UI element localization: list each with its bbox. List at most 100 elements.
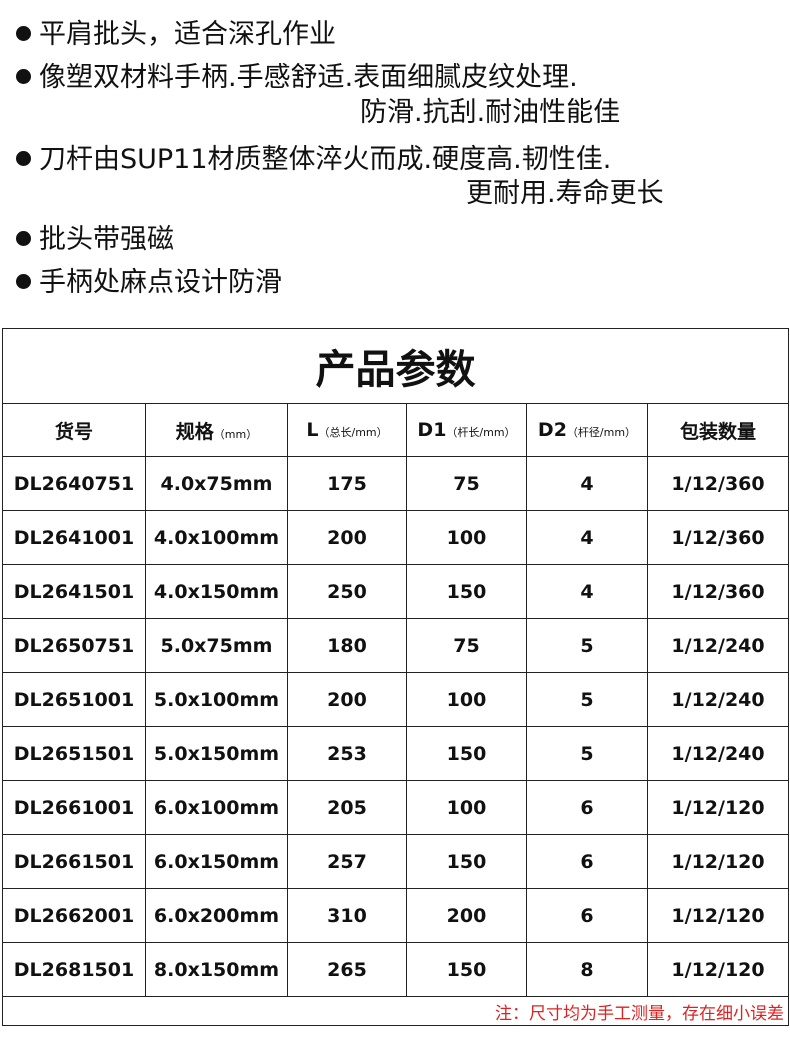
table-cell: 1/12/240 — [646, 618, 790, 673]
column-header: L（总长/mm） — [287, 403, 407, 457]
table-row: DL2661501 6.0x150mm 257 150 6 1/12/120 — [2, 834, 790, 889]
bullet-icon — [16, 69, 31, 84]
feature-text: 平肩批头，适合深孔作业 — [39, 19, 336, 50]
table-cell: 5 — [526, 618, 648, 673]
header-label: 货号 — [54, 420, 93, 443]
table-cell: 4 — [526, 456, 648, 511]
table-cell: 150 — [406, 942, 527, 997]
table-cell: 200 — [287, 510, 407, 565]
table-cell: 4.0x150mm — [145, 564, 288, 619]
table-header-row: 货号 规格（mm） L（总长/mm） D1（杆长/mm） D2（杆径/mm） 包装数量 — [2, 403, 790, 457]
table-cell: 1/12/120 — [646, 834, 790, 889]
table-cell: 150 — [406, 834, 527, 889]
table-cell: DL2640751 — [2, 456, 146, 511]
table-cell: 6 — [526, 888, 648, 943]
table-cell: 8.0x150mm — [145, 942, 288, 997]
table-cell: 1/12/360 — [646, 456, 790, 511]
table-cell: 1/12/120 — [646, 888, 790, 943]
table-cell: 200 — [287, 672, 407, 727]
table-cell: DL2661001 — [2, 780, 146, 835]
table-cell: 265 — [287, 942, 407, 997]
table-cell: 1/12/360 — [646, 564, 790, 619]
table-cell: 253 — [287, 726, 407, 781]
bullet-icon — [16, 274, 31, 289]
table-row: DL2651001 5.0x100mm 200 100 5 1/12/240 — [2, 672, 790, 727]
feature-text: 像塑双材料手柄.手感舒适.表面细腻皮纹处理. — [39, 62, 578, 93]
bullet-icon — [16, 151, 31, 166]
column-header: D2（杆径/mm） — [526, 403, 648, 457]
table-cell: DL2641501 — [2, 564, 146, 619]
bullet-icon — [16, 231, 31, 246]
table-cell: 5 — [526, 726, 648, 781]
column-header: D1（杆长/mm） — [406, 403, 527, 457]
feature-item: 批头带强磁 — [16, 223, 174, 257]
table-row: DL2651501 5.0x150mm 253 150 5 1/12/240 — [2, 726, 790, 781]
spec-table: 产品参数 货号 规格（mm） L（总长/mm） D1（杆长/mm） D2（杆径/mm）包… — [1, 328, 790, 1026]
table-cell: DL2651501 — [2, 726, 146, 781]
table-cell: DL2650751 — [2, 618, 146, 673]
bullet-icon — [16, 26, 31, 41]
feature-continuation: 防滑.抗刮.耐油性能佳 — [360, 97, 621, 128]
table-cell: 175 — [287, 456, 407, 511]
table-cell: 75 — [406, 618, 527, 673]
table-cell: 1/12/120 — [646, 780, 790, 835]
column-header: 包装数量 — [646, 403, 790, 457]
table-cell: 6.0x150mm — [145, 834, 288, 889]
table-cell: 1/12/240 — [646, 672, 790, 727]
column-header: 货号 — [2, 403, 146, 457]
table-cell: 180 — [287, 618, 407, 673]
table-cell: 1/12/360 — [646, 510, 790, 565]
table-row: DL2640751 4.0x75mm 175 75 4 1/12/360 — [2, 456, 790, 511]
table-title: 产品参数 — [1, 328, 790, 404]
feature-item: 刀杆由SUP11材质整体淬火而成.硬度高.韧性佳. — [16, 143, 611, 177]
header-unit: （mm） — [213, 427, 258, 441]
header-label: D2 — [537, 419, 567, 441]
table-note: 注：尺寸均为手工测量，存在细小误差 — [1, 996, 790, 1026]
table-cell: DL2651001 — [2, 672, 146, 727]
feature-text: 批头带强磁 — [39, 224, 174, 255]
table-cell: DL2681501 — [2, 942, 146, 997]
header-label: L — [306, 419, 319, 441]
feature-text: 手柄处麻点设计防滑 — [39, 267, 282, 298]
header-unit: （总长/mm） — [318, 426, 388, 439]
feature-text: 刀杆由SUP11材质整体淬火而成.硬度高.韧性佳. — [39, 144, 612, 175]
header-label: 包装数量 — [680, 420, 757, 443]
table-cell: 150 — [406, 726, 527, 781]
table-cell: 310 — [287, 888, 407, 943]
table-cell: 4 — [526, 510, 648, 565]
header-unit: （杆长/mm） — [446, 426, 516, 439]
feature-item: 平肩批头，适合深孔作业 — [16, 18, 336, 52]
table-cell: 1/12/120 — [646, 942, 790, 997]
table-row: DL2641001 4.0x100mm 200 100 4 1/12/360 — [2, 510, 790, 565]
header-label: 规格 — [175, 420, 214, 443]
table-cell: 150 — [406, 564, 527, 619]
table-cell: 8 — [526, 942, 648, 997]
table-cell: DL2641001 — [2, 510, 146, 565]
table-cell: 250 — [287, 564, 407, 619]
table-row: DL2650751 5.0x75mm 180 75 5 1/12/240 — [2, 618, 790, 673]
table-cell: DL2662001 — [2, 888, 146, 943]
table-cell: 257 — [287, 834, 407, 889]
feature-item: 像塑双材料手柄.手感舒适.表面细腻皮纹处理. — [16, 61, 578, 95]
table-cell: 100 — [406, 780, 527, 835]
table-cell: 5.0x150mm — [145, 726, 288, 781]
table-cell: 4.0x75mm — [145, 456, 288, 511]
table-cell: 100 — [406, 672, 527, 727]
table-cell: 205 — [287, 780, 407, 835]
table-cell: DL2661501 — [2, 834, 146, 889]
table-cell: 5 — [526, 672, 648, 727]
column-header: 规格（mm） — [145, 403, 288, 457]
header-label: D1 — [417, 419, 447, 441]
table-row: DL2661001 6.0x100mm 205 100 6 1/12/120 — [2, 780, 790, 835]
table-cell: 6.0x200mm — [145, 888, 288, 943]
table-cell: 6 — [526, 834, 648, 889]
table-cell: 6 — [526, 780, 648, 835]
table-cell: 200 — [406, 888, 527, 943]
table-cell: 6.0x100mm — [145, 780, 288, 835]
table-row: DL2641501 4.0x150mm 250 150 4 1/12/360 — [2, 564, 790, 619]
table-cell: 5.0x100mm — [145, 672, 288, 727]
table-row: DL2681501 8.0x150mm 265 150 8 1/12/120 — [2, 942, 790, 997]
table-cell: 75 — [406, 456, 527, 511]
table-cell: 100 — [406, 510, 527, 565]
table-cell: 1/12/240 — [646, 726, 790, 781]
